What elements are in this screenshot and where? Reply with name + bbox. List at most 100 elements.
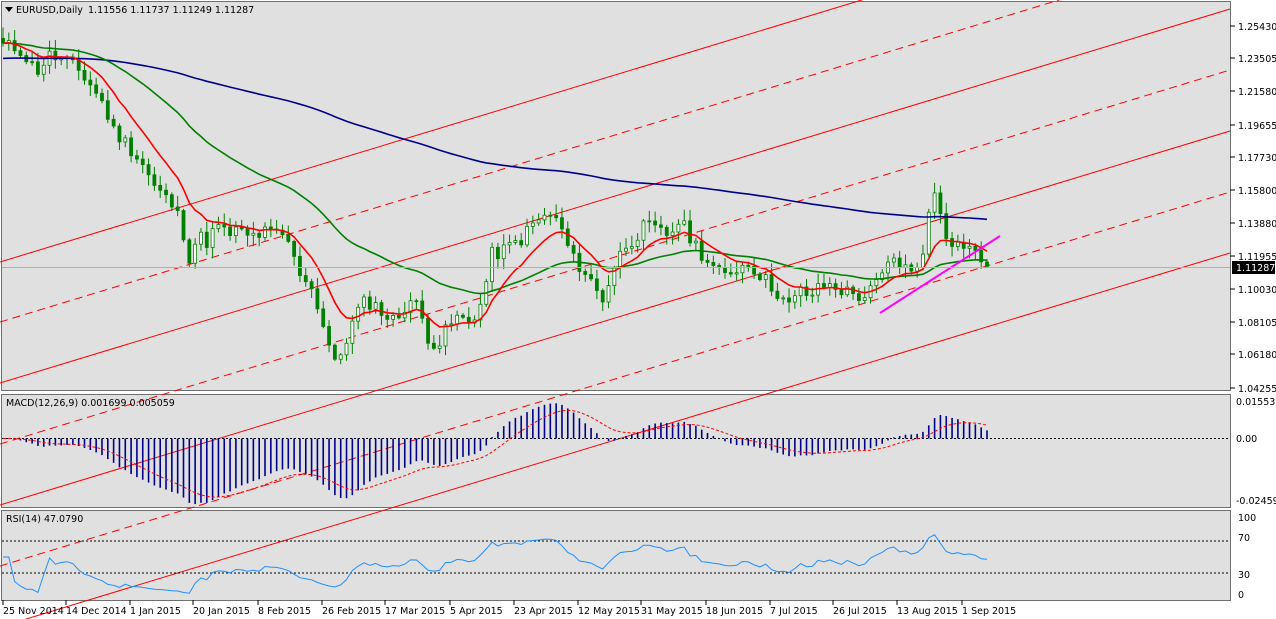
candle xyxy=(251,221,256,247)
macd-tick-bottom: -0.024594 xyxy=(1236,496,1276,507)
rsi-label: RSI(14) 47.0790 xyxy=(6,514,83,525)
candle-body xyxy=(781,297,786,300)
candle-body xyxy=(496,246,500,260)
candle xyxy=(775,282,780,302)
candle-body xyxy=(944,213,949,239)
candle-body xyxy=(938,192,943,215)
candle-body xyxy=(251,232,256,236)
candle-body xyxy=(967,245,972,249)
candle-body xyxy=(303,275,308,283)
candle xyxy=(781,295,786,305)
candle-body xyxy=(391,315,396,320)
price-tick-11: 1.06180 xyxy=(1238,350,1276,361)
candle xyxy=(758,271,762,282)
candle xyxy=(338,352,343,365)
candle xyxy=(536,213,541,226)
candle-body xyxy=(129,137,133,157)
candle-body xyxy=(292,241,297,257)
channel-line xyxy=(0,69,1231,445)
candle-body xyxy=(193,243,198,264)
x-label-9: 23 Apr 2015 xyxy=(514,606,573,617)
candle xyxy=(408,292,413,323)
candle-body xyxy=(105,100,110,120)
candle xyxy=(682,209,687,227)
candle-body xyxy=(711,262,716,266)
price-tick-5: 1.17730 xyxy=(1238,153,1276,164)
candle-body xyxy=(420,300,425,319)
candle xyxy=(431,335,436,351)
price-tick-6: 1.15800 xyxy=(1238,186,1276,197)
candle-body xyxy=(932,192,937,213)
x-label-16: 1 Sep 2015 xyxy=(962,606,1016,617)
candle-body xyxy=(490,246,494,283)
candle-body xyxy=(746,264,751,267)
candle xyxy=(979,241,984,269)
candle xyxy=(309,278,314,299)
candle xyxy=(257,231,262,247)
candle-body xyxy=(769,274,774,292)
price-tick-1: 1.25430 xyxy=(1238,22,1276,33)
price-tick-2: 1.23505 xyxy=(1238,54,1276,65)
x-label-4: 20 Jan 2015 xyxy=(193,606,250,617)
candle xyxy=(926,208,931,257)
candle xyxy=(158,175,163,198)
candle-body xyxy=(338,354,343,360)
candle xyxy=(641,218,646,251)
candle xyxy=(12,30,17,55)
candle xyxy=(292,239,297,266)
candle-body xyxy=(804,286,809,297)
price-tick-9: 1.10030 xyxy=(1238,285,1276,296)
candle-body xyxy=(682,220,687,225)
price-tick-3: 1.21580 xyxy=(1238,87,1276,98)
candle-body xyxy=(216,224,221,230)
candle-body xyxy=(146,164,151,176)
candle-body xyxy=(210,228,215,248)
macd-label: MACD(12,26,9) 0.001699 0.005059 xyxy=(6,398,175,409)
candle-body xyxy=(897,257,902,268)
candle xyxy=(600,288,605,312)
candle-body xyxy=(88,79,93,86)
candle xyxy=(647,210,652,233)
candle-body xyxy=(880,272,885,280)
candle xyxy=(263,222,267,241)
x-label-15: 13 Aug 2015 xyxy=(897,606,958,617)
candle-body xyxy=(18,50,23,56)
candle xyxy=(367,290,372,315)
candle xyxy=(554,204,559,222)
candle-body xyxy=(513,240,518,243)
candle-body xyxy=(763,274,768,281)
candle-body xyxy=(903,264,908,268)
candle-body xyxy=(565,228,570,246)
rsi-tick-70: 70 xyxy=(1238,533,1250,544)
candle-body xyxy=(315,288,320,310)
candle xyxy=(105,89,110,124)
ema-slow-path xyxy=(2,57,988,221)
candle xyxy=(664,224,669,245)
candle-body xyxy=(402,311,407,319)
candle-body xyxy=(175,206,180,211)
candle-body xyxy=(199,231,203,245)
channel-line xyxy=(0,130,1231,506)
candle xyxy=(461,312,465,320)
candle xyxy=(18,47,23,58)
candle-body xyxy=(204,231,209,248)
candle-body xyxy=(257,232,262,238)
candle-body xyxy=(117,125,122,143)
candle-body xyxy=(228,226,232,236)
x-label-8: 5 Apr 2015 xyxy=(450,606,503,617)
candle-body xyxy=(874,279,879,287)
candle xyxy=(670,222,675,245)
candle-body xyxy=(501,244,506,260)
candle-body xyxy=(973,245,978,251)
candle xyxy=(705,254,710,268)
candle xyxy=(944,202,949,247)
candle xyxy=(233,221,238,244)
candle-body xyxy=(792,295,797,303)
ema-fast-path xyxy=(2,41,988,328)
candle-body xyxy=(431,342,436,349)
candle xyxy=(891,253,896,269)
candle-body xyxy=(594,278,599,291)
candle-body xyxy=(752,266,757,275)
candle-body xyxy=(775,290,780,299)
candle-body xyxy=(263,226,267,238)
